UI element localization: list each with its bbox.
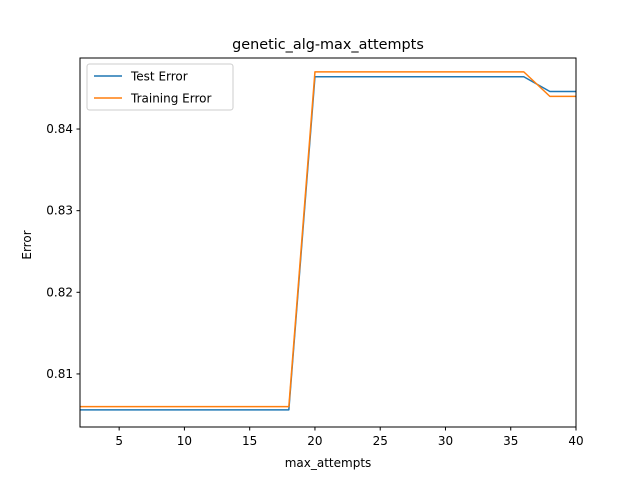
x-tick-label: 10: [177, 434, 192, 448]
legend: Test Error Training Error: [86, 63, 234, 111]
legend-box: [86, 63, 234, 111]
x-tick-label: 15: [242, 434, 257, 448]
series-lines: [80, 71, 576, 411]
x-tick-label: 40: [568, 434, 583, 448]
chart-title: genetic_alg-max_attempts: [232, 37, 424, 53]
y-axis-label: Error: [20, 230, 34, 259]
y-tick-label: 0.84: [46, 122, 73, 136]
y-axis: 0.81 0.82 0.83 0.84: [46, 122, 80, 381]
plot-frame: [79, 57, 577, 428]
x-axis-label: max_attempts: [285, 456, 372, 470]
x-tick-label: 30: [438, 434, 453, 448]
x-axis: 5 10 15 20 25 30 35 40: [115, 427, 584, 448]
legend-label: Training Error: [130, 92, 211, 106]
x-tick-label: 20: [307, 434, 322, 448]
x-tick-label: 5: [115, 434, 123, 448]
series-line-1: [80, 76, 576, 411]
y-tick-label: 0.82: [46, 285, 73, 299]
x-tick-label: 25: [373, 434, 388, 448]
legend-label: Test Error: [130, 70, 188, 84]
y-tick-label: 0.83: [46, 204, 73, 218]
y-tick-label: 0.81: [46, 367, 73, 381]
series-line-2: [80, 71, 576, 408]
x-tick-label: 35: [503, 434, 518, 448]
